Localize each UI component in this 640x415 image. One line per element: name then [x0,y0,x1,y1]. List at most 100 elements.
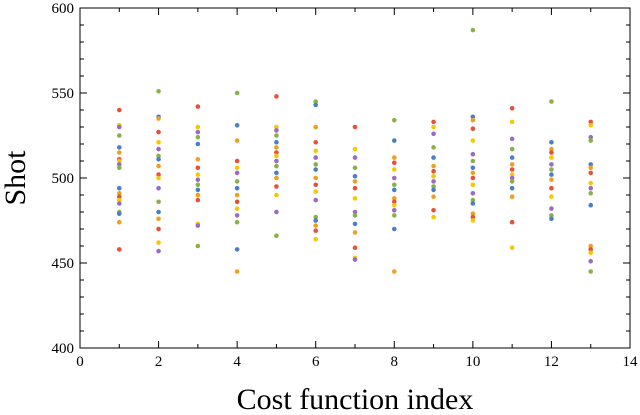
data-point [234,123,240,128]
data-point [509,162,515,167]
data-point [274,170,279,176]
data-point [274,233,279,239]
data-point [509,185,515,191]
data-point [431,163,436,169]
data-point [352,245,358,250]
data-point [116,124,122,130]
x-tick-label: 0 [76,354,84,370]
data-point [234,158,240,164]
data-point [313,197,319,203]
data-point [470,175,476,181]
data-point [234,185,240,191]
data-point [431,131,436,137]
data-point [588,247,594,252]
data-point [274,184,279,189]
data-point [352,257,358,262]
data-point [549,216,554,222]
data-point [156,89,161,94]
data-point [588,123,594,128]
data-point [391,182,397,188]
data-point [195,187,201,193]
data-point [274,163,279,169]
data-point [116,219,122,225]
data-point [352,196,358,201]
data-point [588,165,594,171]
data-point [509,106,515,111]
data-point [352,146,358,152]
data-point [195,134,201,140]
data-point [509,245,515,250]
data-point [195,223,201,228]
data-point [549,99,554,104]
y-tick-label: 600 [52,1,75,17]
data-point [116,145,122,150]
data-point [234,269,240,274]
data-point [509,175,515,181]
data-point [195,129,201,135]
data-point [549,155,554,160]
data-point [274,140,279,145]
data-point [549,185,554,191]
data-point [470,151,476,157]
data-point [509,167,515,172]
data-point [313,99,319,104]
data-point [509,194,515,199]
data-point [352,230,358,235]
x-tick-label: 6 [312,354,320,370]
data-point [313,218,319,223]
data-point [274,192,279,198]
data-point [588,269,594,274]
data-point [156,226,161,232]
data-point [431,214,436,220]
axis-tick-labels: 0 2 4 6 8 10 12 14 400 450 500 550 600 [52,1,639,370]
data-point [588,162,594,167]
y-tick-label: 550 [52,86,75,102]
data-point [588,119,594,125]
data-point [352,185,358,191]
data-point [549,146,554,152]
data-point [549,140,554,145]
data-point [156,185,161,191]
data-point [313,102,319,108]
data-point [156,172,161,177]
data-point [116,247,122,252]
data-point [391,155,397,160]
data-point [470,126,476,131]
data-point [509,179,515,184]
y-tick-label: 400 [52,341,75,357]
data-point [313,214,319,220]
data-point [195,124,201,130]
data-point [391,117,397,123]
data-point [588,191,594,196]
data-point [234,192,240,198]
data-point [470,211,476,216]
data-point [195,197,201,203]
data-point [431,174,436,179]
data-point [391,175,397,181]
data-point [195,192,201,198]
data-point [470,214,476,220]
data-point [234,179,240,184]
data-point [431,124,436,130]
data-point [313,175,319,181]
data-point [549,150,554,155]
data-point [156,140,161,145]
data-point [156,153,161,159]
data-point [116,158,122,164]
data-point [156,146,161,152]
data-point [274,175,279,181]
data-point [156,209,161,215]
data-point [116,162,122,167]
data-point [274,128,279,133]
data-point [588,259,594,264]
data-point [391,226,397,232]
data-point [195,141,201,147]
data-point [391,208,397,213]
data-point [234,165,240,171]
data-point [116,191,122,196]
data-point [509,155,515,160]
data-point [588,134,594,140]
data-point [116,211,122,216]
data-point [156,199,161,205]
